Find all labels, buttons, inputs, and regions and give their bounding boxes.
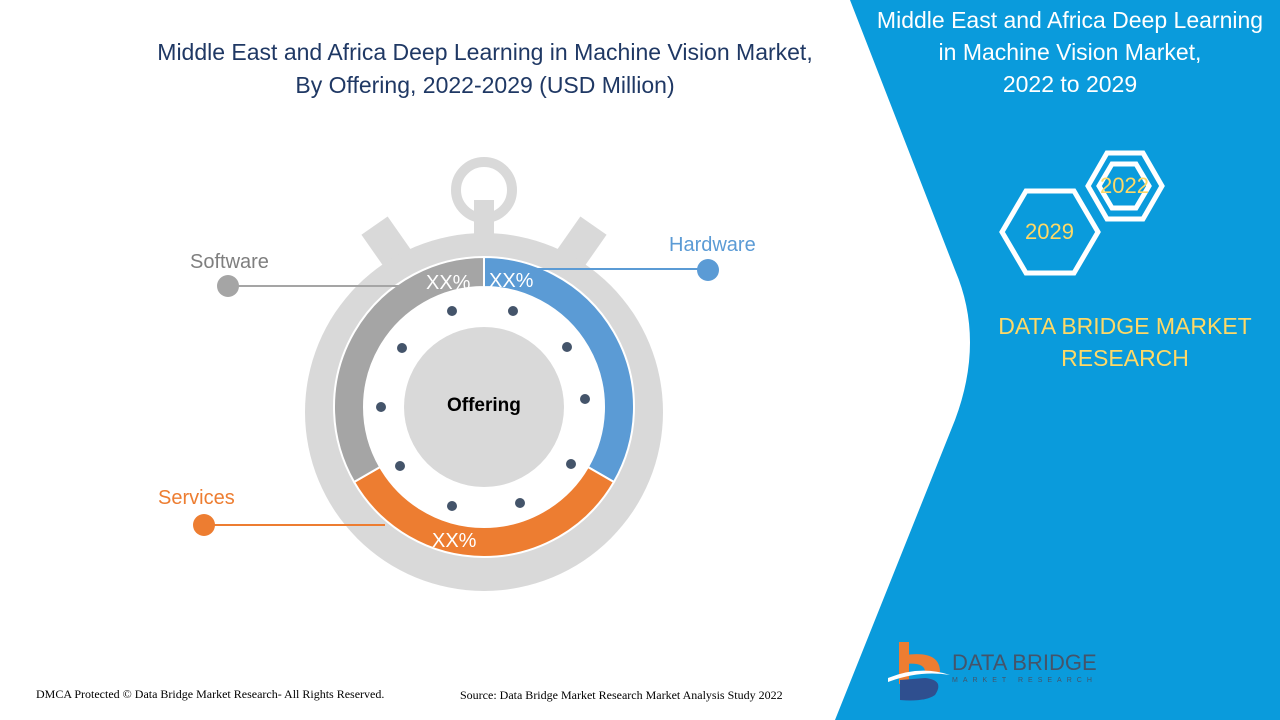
title-line-1: Middle East and Africa Deep Learning in …	[157, 39, 813, 65]
dial-dot	[562, 342, 572, 352]
logo-icon	[888, 642, 950, 701]
dial-dot	[447, 501, 457, 511]
logo-text: DATA BRIDGE	[952, 650, 1097, 675]
dial-dot	[397, 343, 407, 353]
services-marker	[193, 514, 215, 536]
brand-line-1: DATA BRIDGE MARKET	[998, 313, 1252, 339]
services-label: Services	[158, 487, 235, 509]
title-line-2: By Offering, 2022-2029 (USD Million)	[295, 72, 675, 98]
services-value: XX%	[432, 530, 477, 552]
dial-dot	[508, 306, 518, 316]
dial-dot	[515, 498, 525, 508]
software-marker	[217, 275, 239, 297]
hardware-marker	[697, 259, 719, 281]
brand-text: DATA BRIDGE MARKET RESEARCH	[975, 310, 1275, 374]
year-end: 2029	[1025, 219, 1074, 244]
side-title-line-3: 2022 to 2029	[1002, 71, 1138, 97]
dial-dot	[376, 402, 386, 412]
center-circle	[404, 327, 564, 487]
side-title-line-2: in Machine Vision Market,	[938, 39, 1202, 65]
chart-title: Middle East and Africa Deep Learning in …	[80, 36, 890, 102]
side-title-line-1: Middle East and Africa Deep Learning	[876, 7, 1264, 33]
year-start: 2022	[1100, 173, 1149, 198]
dial-dot	[395, 461, 405, 471]
software-label: Software	[190, 251, 269, 273]
copyright-text: DMCA Protected © Data Bridge Market Rese…	[36, 687, 385, 701]
software-value: XX%	[426, 272, 471, 294]
side-panel-background	[835, 0, 1280, 720]
dial-dot	[566, 459, 576, 469]
brand-line-2: RESEARCH	[1061, 345, 1189, 371]
hexagon-2029	[999, 188, 1101, 276]
source-text: Source: Data Bridge Market Research Mark…	[460, 688, 783, 702]
dial-dot	[580, 394, 590, 404]
center-label: Offering	[447, 395, 521, 416]
hardware-label: Hardware	[669, 234, 756, 256]
logo-subtext: MARKET RESEARCH	[952, 677, 1097, 684]
hexagon-2022	[1096, 161, 1152, 211]
hardware-value: XX%	[489, 270, 534, 292]
side-panel-title: Middle East and Africa Deep Learning in …	[860, 4, 1280, 100]
dial-dot	[447, 306, 457, 316]
